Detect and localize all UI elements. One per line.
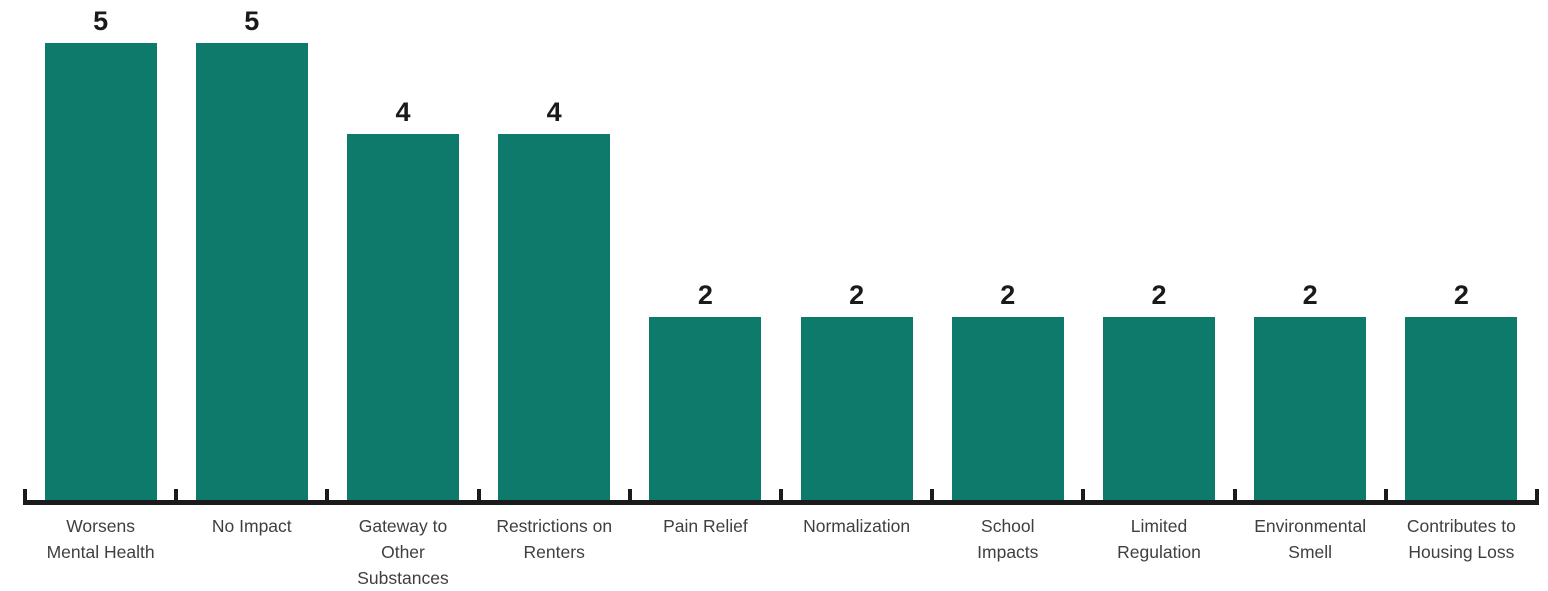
- x-axis-tick: [23, 489, 27, 505]
- bar: [195, 43, 308, 500]
- bar-value-label: 2: [1302, 280, 1318, 311]
- x-axis-tick: [1232, 489, 1237, 505]
- bar: [1102, 317, 1215, 500]
- bar: [44, 43, 157, 500]
- bar: [346, 134, 459, 500]
- category-label: Contributes to Housing Loss: [1406, 516, 1516, 562]
- category-slot: 5 No Impact: [176, 0, 327, 591]
- category-slot: 2 Environmental Smell: [1235, 0, 1386, 591]
- category-slot: 4 Restrictions on Renters: [479, 0, 630, 591]
- bar-value-label: 4: [546, 97, 562, 128]
- bar-value-label: 2: [1000, 280, 1016, 311]
- bar-value-label: 2: [1151, 280, 1167, 311]
- x-axis-tick: [627, 489, 632, 505]
- category-slot: 2 School Impacts: [932, 0, 1083, 591]
- bar-value-label: 2: [697, 280, 713, 311]
- x-axis-tick: [174, 489, 179, 505]
- category-slot: 5 Worsens Mental Health: [25, 0, 176, 591]
- bar: [1405, 317, 1518, 500]
- bar-value-label: 5: [93, 6, 109, 36]
- x-axis-tick: [1535, 489, 1539, 505]
- category-label: Limited Regulation: [1117, 516, 1201, 562]
- bar-value-label: 2: [849, 280, 865, 311]
- category-label: School Impacts: [977, 516, 1039, 562]
- bar: [800, 317, 913, 500]
- category-label: Pain Relief: [663, 516, 748, 536]
- category-label: Normalization: [803, 516, 911, 536]
- bar: [498, 134, 611, 500]
- x-axis-tick: [930, 489, 935, 505]
- category-label: Restrictions on Renters: [496, 516, 613, 562]
- bar-value-label: 2: [1453, 280, 1469, 311]
- category-slot: 4 Gateway to Other Substances: [327, 0, 478, 591]
- x-axis-tick: [476, 489, 481, 505]
- bar-value-label: 4: [395, 97, 411, 128]
- bar: [951, 317, 1064, 500]
- category-slot: 2 Normalization: [781, 0, 932, 591]
- category-label: No Impact: [211, 516, 292, 536]
- category-label: Worsens Mental Health: [46, 516, 155, 562]
- x-axis-tick: [325, 489, 330, 505]
- x-axis-tick: [779, 489, 783, 505]
- x-axis-tick: [1383, 489, 1388, 505]
- category-label: Environmental Smell: [1254, 516, 1367, 562]
- bar: [1254, 317, 1367, 500]
- x-axis-tick: [1081, 489, 1086, 505]
- category-label: Gateway to Other Substances: [357, 516, 449, 588]
- bar: [649, 317, 762, 500]
- bar-value-label: 5: [244, 6, 260, 36]
- category-slot: 2 Limited Regulation: [1083, 0, 1234, 591]
- category-slot: 2 Contributes to Housing Loss: [1386, 0, 1537, 591]
- category-slot: 2 Pain Relief: [630, 0, 781, 591]
